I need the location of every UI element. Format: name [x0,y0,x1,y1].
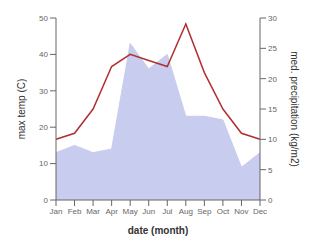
svg-text:Feb: Feb [68,207,82,216]
svg-text:Dec: Dec [253,207,267,216]
svg-text:25: 25 [268,44,277,53]
svg-text:20: 20 [39,123,48,132]
svg-text:5: 5 [268,166,273,175]
svg-text:20: 20 [268,75,277,84]
svg-text:Apr: Apr [105,207,118,216]
svg-text:10: 10 [268,135,277,144]
svg-text:Aug: Aug [179,207,193,216]
svg-text:30: 30 [39,87,48,96]
svg-text:Oct: Oct [217,207,230,216]
svg-text:Mar: Mar [86,207,100,216]
svg-text:Jan: Jan [50,207,63,216]
svg-text:Jul: Jul [162,207,172,216]
svg-text:40: 40 [39,50,48,59]
svg-text:30: 30 [268,14,277,23]
svg-text:50: 50 [39,14,48,23]
svg-text:May: May [123,207,138,216]
svg-text:max temp (C): max temp (C) [16,79,27,140]
svg-text:10: 10 [39,159,48,168]
svg-text:Nov: Nov [234,207,248,216]
svg-text:Sep: Sep [197,207,212,216]
svg-text:0: 0 [268,196,273,205]
svg-text:date (month): date (month) [128,225,189,236]
svg-text:med. precipitation (kg/m2): med. precipitation (kg/m2) [289,51,300,167]
svg-text:Jun: Jun [142,207,155,216]
svg-text:15: 15 [268,105,277,114]
svg-text:0: 0 [44,196,49,205]
